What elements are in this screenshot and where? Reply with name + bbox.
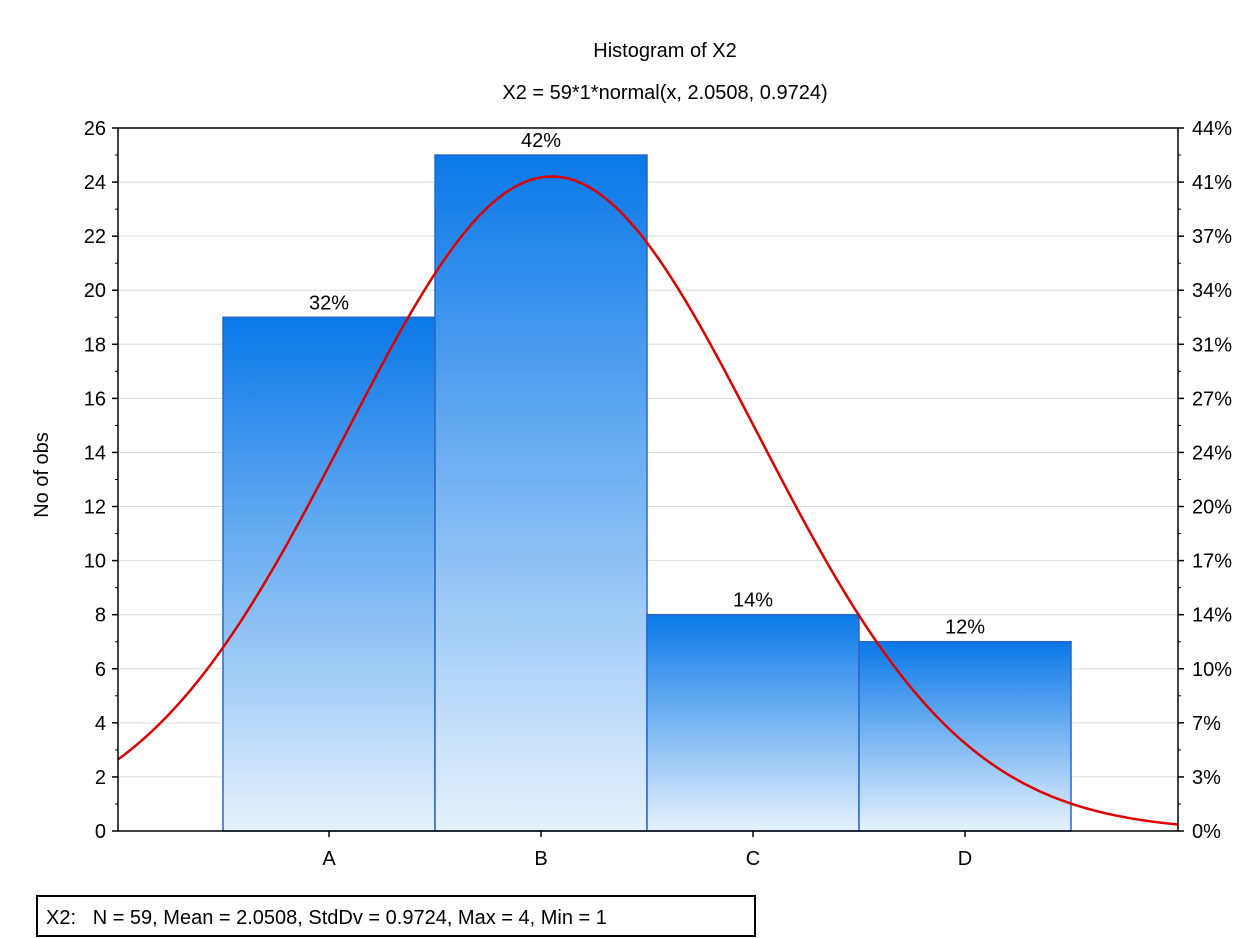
y2-tick-label: 10% — [1192, 659, 1232, 681]
y2-tick-label: 3% — [1192, 767, 1221, 789]
y-axis-label: No of obs — [31, 432, 53, 518]
y2-tick-label: 34% — [1192, 280, 1232, 302]
bar-label-d: 12% — [945, 617, 985, 639]
y2-tick-label: 31% — [1192, 334, 1232, 356]
y-tick-label: 24 — [84, 172, 106, 194]
y2-tick-label: 14% — [1192, 605, 1232, 627]
y-tick-label: 14 — [84, 442, 106, 464]
y2-tick-label: 7% — [1192, 713, 1221, 735]
y2-tick-label: 27% — [1192, 388, 1232, 410]
y-tick-label: 16 — [84, 388, 106, 410]
bar-label-c: 14% — [733, 590, 773, 612]
y2-tick-label: 24% — [1192, 442, 1232, 464]
x-tick-label-d: D — [958, 848, 972, 870]
chart-title: Histogram of X2 — [593, 40, 736, 62]
bar-d — [858, 640, 1072, 832]
stats-text: X2: N = 59, Mean = 2.0508, StdDv = 0.972… — [46, 907, 607, 929]
y-tick-label: 22 — [84, 226, 106, 248]
y-tick-label: 12 — [84, 497, 106, 519]
y-tick-label: 18 — [84, 334, 106, 356]
bar-c — [646, 613, 860, 832]
y2-tick-label: 0% — [1192, 821, 1221, 843]
y2-tick-label: 41% — [1192, 172, 1232, 194]
bars — [222, 154, 1072, 832]
y-tick-label: 0 — [95, 821, 106, 843]
x-tick-label-b: B — [534, 848, 547, 870]
bar-label-a: 32% — [309, 292, 349, 314]
bar-labels: 32% 42% 14% 12% — [309, 130, 985, 639]
y2-tick-label: 44% — [1192, 118, 1232, 140]
bar-b — [434, 154, 648, 832]
y-tick-label: 4 — [95, 713, 106, 735]
y-tick-label: 2 — [95, 767, 106, 789]
y2-tick-label: 37% — [1192, 226, 1232, 248]
bar-a — [222, 316, 436, 832]
y-tick-label: 26 — [84, 118, 106, 140]
y-tick-label: 20 — [84, 280, 106, 302]
x-tick-label-a: A — [322, 848, 336, 870]
x-tick-label-c: C — [746, 848, 760, 870]
axes: 0 0% 2 3% 4 7% 6 10% 8 14% 10 17% 12 20% 14 24% 16 27% 18 3… — [84, 118, 1232, 870]
bar-label-b: 42% — [521, 130, 561, 152]
y2-tick-label: 17% — [1192, 551, 1232, 573]
y-tick-label: 10 — [84, 551, 106, 573]
stats-box: X2: N = 59, Mean = 2.0508, StdDv = 0.972… — [36, 895, 756, 937]
normal-fit-curve — [117, 175, 1179, 826]
y2-tick-label: 20% — [1192, 497, 1232, 519]
chart-subtitle: X2 = 59*1*normal(x, 2.0508, 0.9724) — [502, 82, 827, 104]
y-tick-label: 6 — [95, 659, 106, 681]
y-tick-label: 8 — [95, 605, 106, 627]
